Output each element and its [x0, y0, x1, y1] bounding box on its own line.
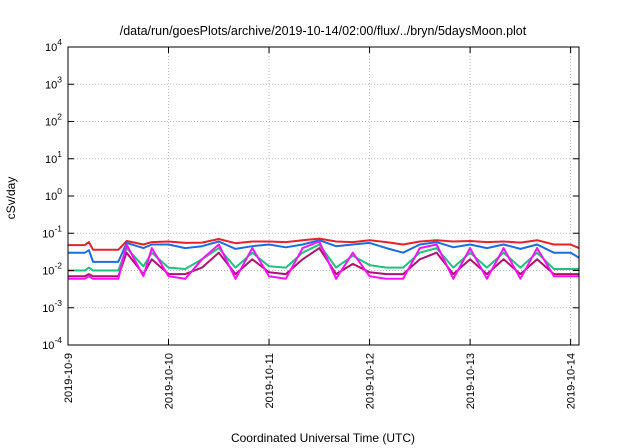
series-line-4: [68, 247, 579, 278]
y-tick-label: 101: [45, 149, 62, 166]
y-tick-label: 10-4: [42, 335, 62, 352]
series-group: [68, 237, 580, 280]
tick-marks: [67, 46, 579, 346]
y-tick-label: 10-1: [42, 223, 62, 240]
series-line-1: [68, 237, 580, 251]
x-tick-label: 2019-10-11: [264, 353, 276, 408]
x-tick-label: 2019-10-10: [164, 353, 176, 409]
x-tick-label: 2019-10-12: [365, 353, 377, 409]
y-tick-label: 10-3: [42, 298, 62, 315]
x-axis-label: Coordinated Universal Time (UTC): [231, 431, 415, 445]
y-tick-label: 103: [45, 74, 62, 91]
y-tick-label: 100: [45, 186, 62, 203]
grid: [68, 47, 579, 345]
series-line-2: [68, 239, 580, 263]
x-tick-labels: 2019-10-9 2019-10-10 2019-10-11 2019-10-12 2…: [63, 353, 578, 409]
y-tick-label: 102: [45, 112, 62, 129]
y-tick-labels: 10-4 10-3 10-2 10-1 100 101 102 103 104: [42, 37, 62, 352]
x-tick-label: 2019-10-9: [63, 353, 75, 403]
y-tick-label: 104: [45, 37, 62, 54]
x-tick-label: 2019-10-14: [566, 353, 578, 409]
x-tick-label: 2019-10-13: [465, 353, 477, 409]
y-tick-label: 10-2: [42, 261, 62, 278]
chart-title: /data/run/goesPlots/archive/2019-10-14/0…: [120, 24, 527, 38]
series-line-5: [68, 240, 579, 280]
series-line-3: [68, 243, 579, 272]
y-axis-label: cSv/day: [4, 177, 18, 220]
